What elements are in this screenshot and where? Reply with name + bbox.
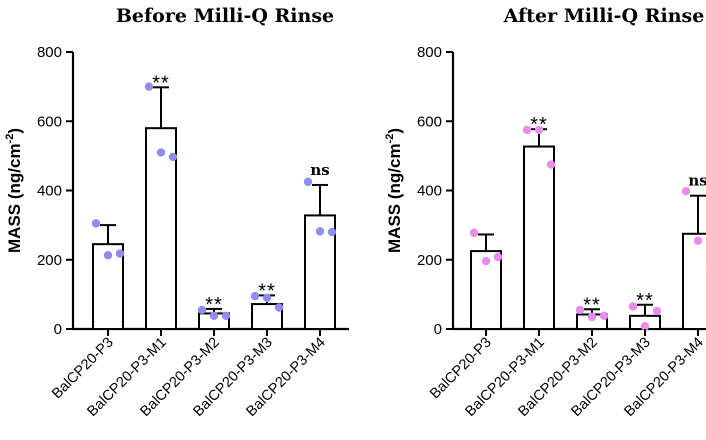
data-point xyxy=(681,186,691,196)
y-axis-label-close: ) xyxy=(385,128,404,134)
data-point xyxy=(481,256,491,266)
data-point xyxy=(628,302,638,311)
data-point xyxy=(575,305,585,315)
significance-label: ** xyxy=(530,114,548,136)
data-point xyxy=(599,311,609,321)
significance-label: ** xyxy=(205,294,223,316)
data-point xyxy=(534,125,544,135)
data-point xyxy=(652,306,662,316)
data-point xyxy=(493,252,503,262)
y-axis-label-superscript: -2 xyxy=(384,134,396,144)
significance-label: ** xyxy=(258,280,276,302)
significance-label: ** xyxy=(152,72,170,94)
y-tick-label: 0 xyxy=(434,321,442,338)
data-point xyxy=(274,303,284,312)
bar xyxy=(682,232,706,330)
data-point xyxy=(640,322,650,331)
significance-label: ns xyxy=(310,161,329,179)
y-tick-label: 200 xyxy=(37,252,62,269)
chart-title: After Milli-Q Rinse xyxy=(503,5,705,27)
bar xyxy=(523,145,555,330)
y-tick-label: 200 xyxy=(417,252,442,269)
y-tick-label: 400 xyxy=(37,183,62,200)
data-point xyxy=(587,312,597,322)
significance-label: ** xyxy=(583,294,601,316)
y-tick-label: 600 xyxy=(417,113,442,130)
y-tick-label: 400 xyxy=(417,183,442,200)
data-point xyxy=(91,219,101,228)
y-tick-label: 800 xyxy=(417,44,442,61)
y-axis-label-main: MASS (ng/cm xyxy=(5,143,24,253)
data-point xyxy=(221,311,231,321)
y-tick-label: 800 xyxy=(37,44,62,61)
chart-panel-before-rinse: Before Milli-Q Rinse MASS (ng/cm-2) 0 200 40… xyxy=(4,5,349,420)
data-point xyxy=(546,160,556,169)
data-point xyxy=(197,305,207,315)
data-point xyxy=(156,148,166,157)
chart-panel-after-rinse: After Milli-Q Rinse MASS (ng/cm-2) 0 200 400… xyxy=(384,5,706,420)
data-point xyxy=(327,227,337,237)
significance-label: ns xyxy=(688,172,706,190)
y-tick-label: 0 xyxy=(54,321,62,338)
y-axis-label: MASS (ng/cm-2) xyxy=(4,128,24,253)
data-point xyxy=(693,236,703,245)
y-axis-label-superscript: -2 xyxy=(4,134,16,144)
data-point xyxy=(168,152,178,162)
data-point xyxy=(209,311,219,321)
data-point xyxy=(315,227,325,236)
y-axis-label-close: ) xyxy=(5,128,24,134)
data-point xyxy=(103,251,113,260)
significance-label: ** xyxy=(636,290,654,312)
data-point xyxy=(522,125,532,135)
data-point xyxy=(469,228,479,237)
y-tick-label: 600 xyxy=(37,113,62,130)
data-point xyxy=(144,82,154,91)
y-axis-label: MASS (ng/cm-2) xyxy=(384,128,404,253)
data-point xyxy=(115,249,125,258)
data-point xyxy=(250,291,260,301)
chart-title: Before Milli-Q Rinse xyxy=(116,5,334,27)
y-axis-label-main: MASS (ng/cm xyxy=(385,143,404,253)
data-point xyxy=(303,177,313,187)
data-point xyxy=(262,293,272,303)
